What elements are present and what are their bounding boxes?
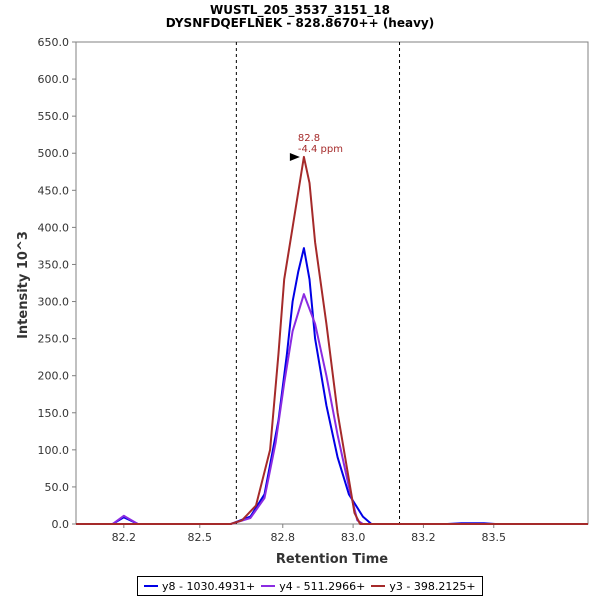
x-tick-label: 82.5 <box>188 531 213 544</box>
x-tick-label: 83.2 <box>411 531 436 544</box>
y-tick-label: 650.0 <box>38 36 70 49</box>
annotation-retention-time: 82.8 <box>298 133 320 144</box>
legend: y8 - 1030.4931+ y4 - 511.2966+ y3 - 398.… <box>137 576 483 596</box>
y-tick-label: 150.0 <box>38 407 70 420</box>
plot-area <box>75 41 589 525</box>
legend-label-y8: y8 - 1030.4931+ <box>162 579 256 593</box>
legend-item-y8: y8 - 1030.4931+ <box>144 580 255 593</box>
y-tick-label: 400.0 <box>38 221 70 234</box>
y-tick-label: 50.0 <box>45 481 70 494</box>
series-line-y3 <box>76 155 588 525</box>
y-axis: 0.0 50.0 100.0 150.0 200.0 250.0 300.0 350.0 400… <box>38 36 76 531</box>
series-layer <box>76 155 588 525</box>
chart-subtitle: DYSNFDQEFLNEK - 828.8670++ (heavy) <box>166 16 434 30</box>
legend-item-y3: y3 - 398.2125+ <box>371 579 476 593</box>
x-axis-label: Retention Time <box>276 552 388 567</box>
x-axis: 82.2 82.5 82.8 83.0 83.2 83.5 <box>112 524 506 544</box>
x-tick-label: 82.8 <box>271 531 296 544</box>
legend-label-y4: y4 - 511.2966+ <box>279 579 366 593</box>
peak-boundaries <box>235 42 401 524</box>
y-tick-label: 200.0 <box>38 370 70 383</box>
x-tick-label: 83.0 <box>341 531 366 544</box>
y-tick-label: 350.0 <box>38 258 70 271</box>
y-tick-label: 300.0 <box>38 296 70 309</box>
legend-swatch-y3 <box>371 585 386 587</box>
y-tick-label: 550.0 <box>38 110 70 123</box>
x-tick-label: 83.5 <box>482 531 507 544</box>
peak-annotation: 82.8 -4.4 ppm <box>289 133 343 161</box>
annotation-ppm: -4.4 ppm <box>298 144 343 155</box>
chart-title: WUSTL_205_3537_3151_18 <box>210 3 390 18</box>
x-tick-label: 82.2 <box>112 531 137 544</box>
y-tick-label: 500.0 <box>38 147 70 160</box>
legend-item-y4: y4 - 511.2966+ <box>261 580 365 593</box>
y-tick-label: 100.0 <box>38 444 70 457</box>
legend-label-y3: y3 - 398.2125+ <box>389 579 476 593</box>
y-tick-label: 600.0 <box>38 73 70 86</box>
y-tick-label: 0.0 <box>52 518 70 531</box>
legend-swatch-y4 <box>261 585 276 587</box>
y-tick-label: 250.0 <box>38 333 70 346</box>
legend-swatch-y8 <box>144 585 158 587</box>
peak-marker <box>289 152 300 161</box>
y-axis-label: Intensity 10^3 <box>16 231 31 339</box>
y-tick-label: 450.0 <box>38 184 70 197</box>
plot-frame <box>75 41 589 525</box>
